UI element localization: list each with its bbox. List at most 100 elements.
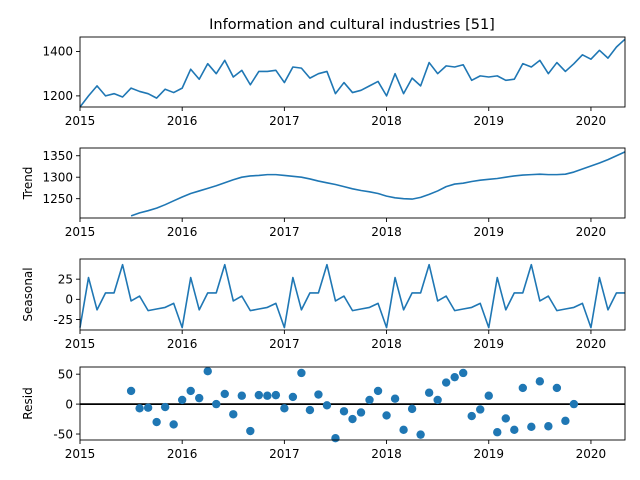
resid-point xyxy=(169,420,178,429)
x-tick-label: 2020 xyxy=(576,225,607,239)
x-tick-label: 2020 xyxy=(576,337,607,351)
x-tick-label: 2019 xyxy=(473,337,504,351)
resid-point xyxy=(160,402,170,412)
x-tick-label: 2017 xyxy=(269,337,300,351)
x-tick-label: 2020 xyxy=(576,447,607,461)
x-tick-label: 2017 xyxy=(269,225,300,239)
resid-point xyxy=(416,430,425,439)
x-tick-label: 2015 xyxy=(65,225,96,239)
y-axis-label: Resid xyxy=(21,387,35,419)
resid-point xyxy=(186,386,195,396)
axes-frame xyxy=(79,366,626,441)
x-tick-label: 2017 xyxy=(269,447,300,461)
resid-point xyxy=(399,425,408,435)
axes-frame xyxy=(79,147,626,219)
resid-point xyxy=(271,390,281,400)
resid-point xyxy=(544,422,553,431)
x-tick-label: 2016 xyxy=(167,114,198,128)
resid-point xyxy=(152,417,161,427)
x-tick-label: 2015 xyxy=(65,114,96,128)
panels: 1200 1400 2015 2016 2017 2018 2019 2020 1250 1300… xyxy=(21,36,626,461)
y-axis-label: Seasonal xyxy=(21,267,35,321)
x-tick-label: 2016 xyxy=(167,447,198,461)
resid-point xyxy=(220,389,229,399)
resid-point xyxy=(126,386,136,396)
resid-point xyxy=(467,411,476,421)
y-tick-label: 1300 xyxy=(42,171,73,185)
resid-point xyxy=(195,393,204,403)
resid-point xyxy=(552,383,562,393)
resid-point xyxy=(246,426,255,436)
resid-point xyxy=(501,414,510,423)
resid-point xyxy=(390,394,400,403)
resid-point xyxy=(476,405,485,414)
resid-point xyxy=(527,422,536,432)
resid-point xyxy=(433,395,442,405)
resid-point xyxy=(288,392,298,402)
y-tick-label: 0 xyxy=(65,293,73,307)
resid-point xyxy=(459,368,468,378)
resid-point xyxy=(143,403,153,412)
resid-point xyxy=(382,411,391,420)
axes-frame xyxy=(79,36,626,108)
y-tick-label: -50 xyxy=(53,427,73,441)
resid-point xyxy=(424,388,434,397)
resid-point xyxy=(493,428,502,437)
resid-point xyxy=(203,366,212,376)
x-tick-label: 2019 xyxy=(473,447,504,461)
y-tick-label: 25 xyxy=(58,272,73,286)
x-tick-label: 2015 xyxy=(65,447,96,461)
observed-line xyxy=(79,38,626,108)
y-tick-label: 0 xyxy=(65,397,73,411)
resid-point xyxy=(177,395,187,405)
y-tick-label: 1250 xyxy=(42,192,73,206)
resid-point xyxy=(356,408,366,417)
y-tick-label: 1200 xyxy=(42,89,73,103)
resid-point xyxy=(373,386,383,396)
resid-point xyxy=(314,390,323,399)
resid-point xyxy=(322,401,332,410)
y-axis-label: Trend xyxy=(21,167,35,201)
resid-point xyxy=(237,391,246,400)
x-tick-label: 2018 xyxy=(371,114,402,128)
chart-title: Information and cultural industries [51] xyxy=(209,17,495,33)
resid-point xyxy=(254,390,264,400)
x-tick-label: 2019 xyxy=(473,225,504,239)
resid-point xyxy=(535,377,545,386)
resid-point xyxy=(484,391,493,400)
x-tick-label: 2019 xyxy=(473,114,504,128)
resid-point xyxy=(365,395,374,405)
x-tick-label: 2015 xyxy=(65,337,96,351)
resid-point xyxy=(569,399,579,409)
resid-point xyxy=(331,434,340,443)
x-tick-label: 2016 xyxy=(167,225,198,239)
resid-point xyxy=(280,404,289,413)
y-tick-label: -25 xyxy=(53,313,73,327)
trend-line xyxy=(130,151,626,217)
x-tick-label: 2016 xyxy=(167,337,198,351)
resid-point xyxy=(229,410,238,419)
panel-resid: -50 0 50 2015 2016 2017 2018 2019 2020 Resid xyxy=(21,366,626,461)
seasonal-line xyxy=(79,263,625,329)
x-tick-label: 2018 xyxy=(371,447,402,461)
resid-point xyxy=(297,368,306,378)
resid-point xyxy=(441,378,451,387)
resid-point xyxy=(407,404,417,414)
y-tick-label: 50 xyxy=(58,367,73,381)
resid-point xyxy=(305,405,315,415)
y-tick-label: 1350 xyxy=(42,149,73,163)
resid-point xyxy=(561,416,570,426)
panel-seasonal: -25 0 25 2015 2016 2017 2018 2019 2020 Seasonal xyxy=(21,258,626,351)
resid-point xyxy=(510,425,519,435)
x-tick-label: 2018 xyxy=(371,337,402,351)
axes-frame xyxy=(79,258,626,331)
y-tick-label: 1400 xyxy=(42,45,73,59)
resid-point xyxy=(348,414,357,424)
resid-point xyxy=(518,383,528,393)
panel-observed: 1200 1400 2015 2016 2017 2018 2019 2020 xyxy=(42,36,626,128)
x-tick-label: 2020 xyxy=(576,114,607,128)
resid-point xyxy=(450,372,459,382)
resid-point xyxy=(339,407,349,416)
panel-trend: 1250 1300 1350 2015 2016 2017 2018 2019 2020 Tren… xyxy=(21,147,626,239)
